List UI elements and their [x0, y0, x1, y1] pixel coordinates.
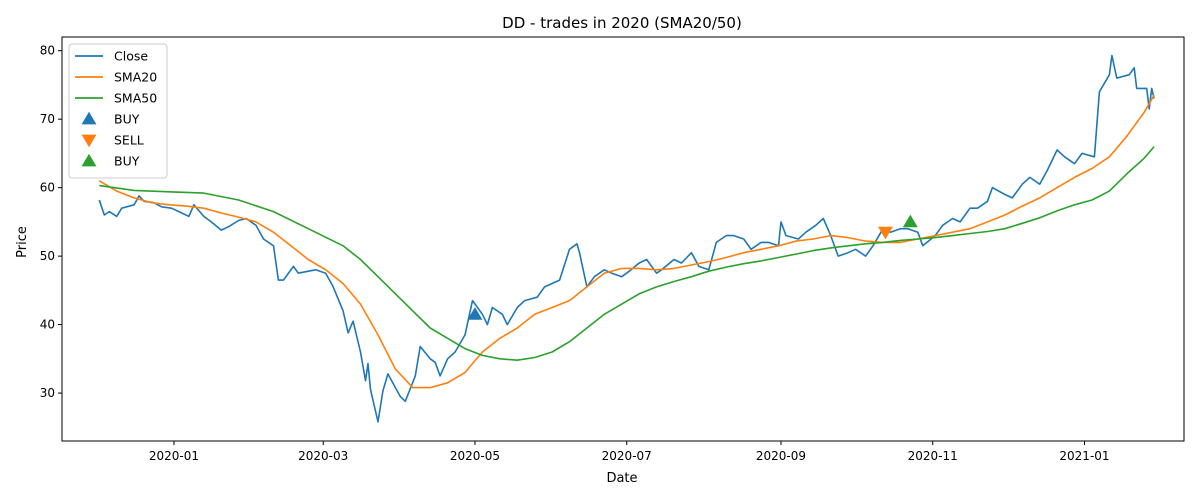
legend: Close SMA20 SMA50 BUY SELL BUY: [68, 43, 168, 179]
series-line-sma50: [99, 146, 1155, 361]
series-line-sma20: [98, 94, 1155, 389]
legend-label-sma50: SMA50: [114, 91, 157, 106]
plot-frame: [61, 36, 1185, 442]
legend-label-sell: SELL: [114, 133, 144, 148]
legend-label-sma20: SMA20: [114, 70, 157, 85]
x-tick-label: 2020-01: [149, 449, 199, 463]
legend-label-buy: BUY: [114, 154, 140, 169]
series-line-close: [98, 54, 1155, 423]
x-tick-label: 2020-11: [908, 449, 958, 463]
y-tick-label: 80: [40, 44, 55, 58]
x-axis: 2020-01 2020-03 2020-05 2020-07 2020-09 2020-…: [149, 441, 1110, 463]
legend-label-buy: BUY: [114, 112, 140, 127]
y-tick-label: 60: [40, 181, 55, 195]
marker-sell-2: [878, 226, 893, 240]
x-tick-label: 2020-09: [756, 449, 806, 463]
legend-swatch-buy-5: [81, 153, 97, 167]
legend-label-close: Close: [114, 49, 148, 64]
y-tick-label: 50: [40, 249, 55, 263]
legend-swatch-sell-4: [81, 134, 97, 148]
marker-buy-3: [902, 214, 918, 228]
plot-area: [61, 36, 1185, 442]
chart-title: DD - trades in 2020 (SMA20/50): [502, 14, 742, 32]
x-tick-label: 2020-05: [450, 449, 500, 463]
y-axis-label: Price: [15, 226, 30, 258]
marker-buy-1: [467, 307, 483, 320]
y-axis: 30 40 50 60 70 80: [40, 44, 62, 400]
x-tick-label: 2021-01: [1059, 449, 1109, 463]
y-tick-label: 40: [40, 318, 55, 332]
y-tick-label: 70: [40, 112, 55, 126]
x-tick-label: 2020-07: [602, 449, 652, 463]
x-tick-label: 2020-03: [298, 449, 348, 463]
x-axis-label: Date: [606, 471, 637, 486]
y-tick-label: 30: [40, 386, 55, 400]
legend-swatch-buy-3: [81, 111, 97, 125]
